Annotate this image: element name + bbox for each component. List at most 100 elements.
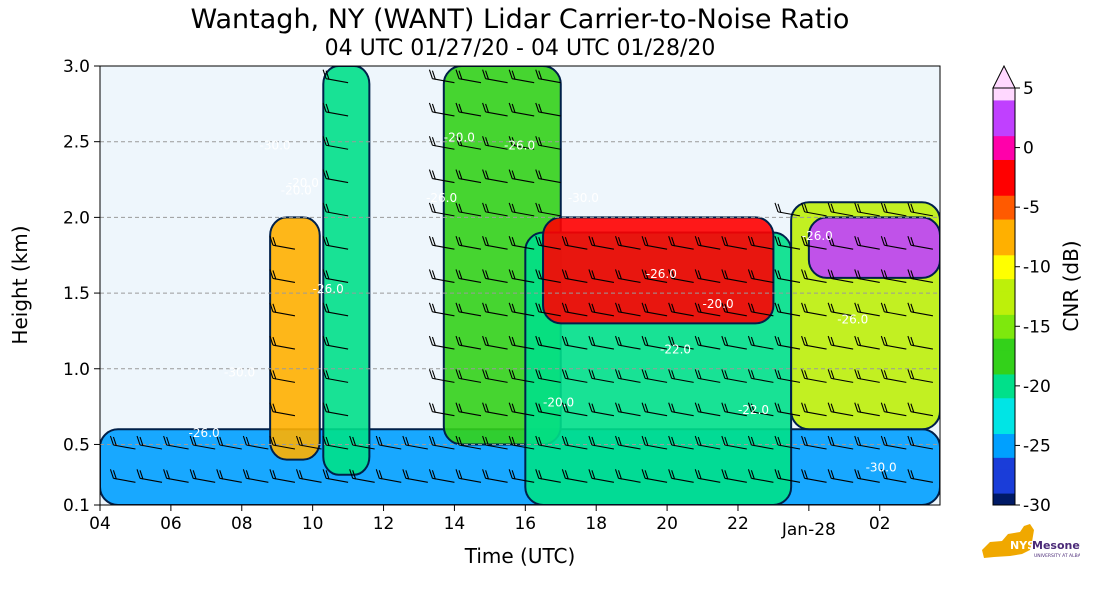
wind-barb — [455, 469, 482, 483]
x-tick-label: 18 — [585, 514, 607, 534]
wind-barb — [428, 169, 455, 184]
contour-label: -26.0 — [802, 229, 833, 243]
wind-barb — [854, 202, 880, 217]
wind-barb — [588, 402, 615, 417]
wind-barb — [854, 469, 880, 483]
wind-barb — [482, 69, 508, 84]
wind-barb — [854, 402, 880, 417]
colorbar-segment — [993, 326, 1015, 339]
wind-barb — [641, 235, 668, 250]
wind-barb — [269, 369, 296, 383]
x-tick-label: 06 — [160, 514, 182, 534]
wind-barb — [854, 335, 880, 350]
wind-barb — [668, 269, 694, 284]
wind-barb — [641, 469, 668, 483]
wind-barb — [854, 435, 880, 450]
wind-barb — [694, 435, 721, 450]
y-tick-label: 0.1 — [63, 496, 90, 516]
wind-barb — [774, 402, 801, 417]
colorbar-tick-label: -25 — [1023, 436, 1051, 456]
wind-barb — [747, 335, 774, 350]
wind-barb — [535, 102, 561, 117]
wind-barb — [508, 269, 535, 284]
wind-barb — [428, 69, 455, 84]
wind-barb — [508, 435, 535, 450]
wind-barb — [827, 402, 854, 417]
wind-barb — [322, 102, 349, 117]
wind-barb — [774, 302, 801, 317]
wind-barb — [827, 235, 854, 250]
wind-barb — [508, 402, 535, 417]
wind-barb — [216, 469, 242, 483]
wind-barb — [428, 469, 455, 483]
wind-barb — [216, 435, 242, 450]
wind-barb — [880, 335, 907, 350]
wind-barb — [694, 469, 721, 483]
colorbar-segment — [993, 493, 1015, 506]
wind-barb — [747, 369, 774, 383]
colorbar-segment — [993, 123, 1015, 137]
wind-barb — [588, 369, 615, 383]
wind-barb — [455, 136, 482, 150]
y-tick-label: 1.0 — [63, 360, 90, 380]
colorbar-segment — [993, 183, 1015, 196]
wind-barb — [854, 235, 880, 250]
contour-label: -30.0 — [866, 461, 897, 475]
colorbar-segment — [993, 433, 1015, 446]
wind-barb — [189, 469, 216, 483]
colorbar-segment — [993, 385, 1015, 399]
wind-barb — [455, 402, 482, 417]
wind-barb — [801, 269, 827, 284]
wind-barb — [508, 69, 535, 84]
colorbar-tick-label: -15 — [1023, 317, 1051, 337]
colorbar-segment — [993, 88, 1015, 101]
wind-barb — [322, 335, 349, 350]
colorbar-segment — [993, 207, 1015, 220]
wind-barb — [482, 169, 508, 184]
wind-barb — [747, 235, 774, 250]
wind-barb — [801, 402, 827, 417]
colorbar-tick-label: -5 — [1023, 198, 1040, 218]
wind-barb — [163, 469, 189, 483]
wind-barb — [482, 335, 508, 350]
wind-barb — [614, 302, 641, 317]
wind-barb — [747, 469, 774, 483]
wind-barb — [535, 235, 561, 250]
plot-frame — [99, 65, 941, 506]
contour-label: -26.0 — [189, 426, 220, 440]
wind-barb — [854, 302, 880, 317]
wind-barb — [588, 269, 615, 284]
wind-barb — [801, 335, 827, 350]
colorbar-segment — [993, 278, 1015, 292]
wind-barb — [535, 69, 561, 84]
colorbar-tick-label: -30 — [1023, 496, 1051, 516]
wind-barb — [801, 469, 827, 483]
wind-barb — [907, 369, 934, 383]
wind-barb — [880, 402, 907, 417]
wind-barb — [907, 469, 934, 483]
wind-barb — [428, 402, 455, 417]
x-tick-label: 08 — [231, 514, 253, 534]
wind-barb — [880, 435, 907, 450]
colorbar-segment — [993, 481, 1015, 494]
colorbar-segment — [993, 302, 1015, 315]
wind-barb — [827, 202, 854, 217]
colorbar: 5 0 -5 -10 -15 -20 -25 -30 — [992, 64, 1051, 516]
wind-barb — [880, 369, 907, 383]
y-tick-label: 2.0 — [63, 208, 90, 228]
colorbar-segment — [993, 373, 1015, 387]
colorbar-tick-label: 5 — [1023, 79, 1034, 99]
wind-barb — [508, 369, 535, 383]
colorbar-tick-label: -20 — [1023, 377, 1051, 397]
wind-barb — [747, 269, 774, 284]
wind-barb — [428, 335, 455, 350]
y-tick-label: 3.0 — [63, 57, 90, 77]
wind-barb — [242, 435, 269, 450]
wind-barb — [774, 335, 801, 350]
wind-barb — [668, 402, 694, 417]
wind-barb — [402, 435, 428, 450]
wind-barb — [482, 202, 508, 217]
wind-barb — [747, 435, 774, 450]
wind-barb — [269, 235, 296, 250]
wind-barb — [508, 136, 535, 150]
